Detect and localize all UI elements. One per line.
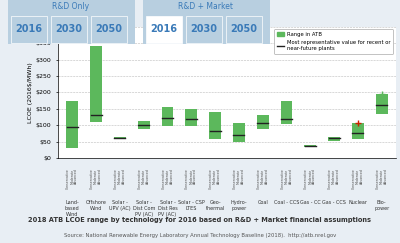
Text: Conservative: Conservative xyxy=(90,168,94,189)
Text: Moderate: Moderate xyxy=(142,168,146,184)
Text: Land-
based
Wind: Land- based Wind xyxy=(65,200,80,217)
Bar xyxy=(257,115,269,129)
Text: Moderate: Moderate xyxy=(213,168,217,184)
Text: Conservative: Conservative xyxy=(162,168,166,189)
Text: Conservative: Conservative xyxy=(304,168,308,189)
Text: Advanced: Advanced xyxy=(170,168,174,184)
Bar xyxy=(185,109,197,126)
Text: Advanced: Advanced xyxy=(384,168,388,184)
Text: R&D + Market: R&D + Market xyxy=(178,2,234,11)
Text: Solar -
Dist Res
PV (AC): Solar - Dist Res PV (AC) xyxy=(158,200,177,217)
Text: 2050: 2050 xyxy=(96,25,122,35)
Bar xyxy=(8,0,135,44)
Text: Advanced: Advanced xyxy=(122,168,126,184)
Text: Conservative: Conservative xyxy=(138,168,142,189)
Text: Conservative: Conservative xyxy=(328,168,332,189)
Text: Advanced: Advanced xyxy=(74,168,78,184)
Text: Moderate: Moderate xyxy=(237,168,241,184)
Bar xyxy=(328,137,340,140)
Text: Advanced: Advanced xyxy=(312,168,316,184)
Text: 2030: 2030 xyxy=(190,25,218,35)
Bar xyxy=(90,46,102,122)
Text: Advanced: Advanced xyxy=(146,168,150,184)
Text: Nuclear: Nuclear xyxy=(348,200,368,205)
Text: Advanced: Advanced xyxy=(98,168,102,184)
Text: Conservative: Conservative xyxy=(185,168,189,189)
Bar xyxy=(186,16,222,43)
Text: Moderate: Moderate xyxy=(284,168,288,184)
Bar xyxy=(91,16,127,43)
Text: Gas - CCS: Gas - CCS xyxy=(322,200,346,205)
Bar xyxy=(138,121,150,129)
Bar xyxy=(209,112,221,139)
Bar xyxy=(146,16,182,43)
Text: Moderate: Moderate xyxy=(189,168,193,184)
Bar xyxy=(376,94,388,114)
Bar xyxy=(114,137,126,139)
Y-axis label: LCOE (2016$/MWh): LCOE (2016$/MWh) xyxy=(28,62,32,123)
Text: Moderate: Moderate xyxy=(332,168,336,184)
Text: Bio-
power: Bio- power xyxy=(374,200,389,211)
Text: Moderate: Moderate xyxy=(380,168,384,184)
Text: Moderate: Moderate xyxy=(356,168,360,184)
Text: Advanced: Advanced xyxy=(217,168,221,184)
Text: Coal - CCS: Coal - CCS xyxy=(274,200,299,205)
Text: Solar -
UPV (AC): Solar - UPV (AC) xyxy=(109,200,131,211)
Text: Moderate: Moderate xyxy=(261,168,265,184)
Text: R&D Only: R&D Only xyxy=(52,2,90,11)
Text: Coal: Coal xyxy=(257,200,268,205)
Text: 2018 ATB LCOE range by technology for 2016 based on R&D + Market financial assum: 2018 ATB LCOE range by technology for 20… xyxy=(28,217,372,223)
Bar xyxy=(226,16,262,43)
Text: Moderate: Moderate xyxy=(70,168,74,184)
Text: Geo-
thermal: Geo- thermal xyxy=(206,200,225,211)
Bar xyxy=(233,122,245,142)
Text: Conservative: Conservative xyxy=(233,168,237,189)
Bar xyxy=(66,101,78,148)
Text: Advanced: Advanced xyxy=(336,168,340,184)
Text: Hydro-
power: Hydro- power xyxy=(230,200,247,211)
Text: Advanced: Advanced xyxy=(265,168,269,184)
Bar xyxy=(143,0,270,44)
Text: Moderate: Moderate xyxy=(118,168,122,184)
Text: Advanced: Advanced xyxy=(193,168,197,184)
Text: Conservative: Conservative xyxy=(209,168,213,189)
Text: Conservative: Conservative xyxy=(280,168,284,189)
Text: Conservative: Conservative xyxy=(376,168,380,189)
Text: Solar - CSP
LTES: Solar - CSP LTES xyxy=(178,200,205,211)
Text: Conservative: Conservative xyxy=(66,168,70,189)
Text: Solar -
Dist Com
PV (AC): Solar - Dist Com PV (AC) xyxy=(132,200,155,217)
Text: Offshore
Wind: Offshore Wind xyxy=(86,200,106,211)
Text: Conservative: Conservative xyxy=(352,168,356,189)
Legend: Range in ATB, Most representative value for recent or
near-future plants: Range in ATB, Most representative value … xyxy=(274,29,393,54)
Text: Conservative: Conservative xyxy=(114,168,118,189)
Text: Moderate: Moderate xyxy=(94,168,98,184)
Text: Source: National Renewable Energy Laboratory Annual Technology Baseline (2018). : Source: National Renewable Energy Labora… xyxy=(64,233,336,238)
Text: Moderate: Moderate xyxy=(166,168,170,184)
Text: Advanced: Advanced xyxy=(288,168,292,184)
Text: 2050: 2050 xyxy=(230,25,258,35)
Text: 2016: 2016 xyxy=(150,25,178,35)
Text: Gas - CC: Gas - CC xyxy=(300,200,321,205)
Bar xyxy=(51,16,87,43)
Bar xyxy=(162,107,174,126)
Bar xyxy=(304,145,316,147)
Text: Conservative: Conservative xyxy=(257,168,261,189)
Text: Advanced: Advanced xyxy=(241,168,245,184)
Bar xyxy=(280,101,292,123)
Text: 2030: 2030 xyxy=(56,25,82,35)
Text: Advanced: Advanced xyxy=(360,168,364,184)
Text: Moderate: Moderate xyxy=(308,168,312,184)
Bar xyxy=(11,16,47,43)
Bar xyxy=(352,122,364,139)
Text: 2016: 2016 xyxy=(16,25,42,35)
